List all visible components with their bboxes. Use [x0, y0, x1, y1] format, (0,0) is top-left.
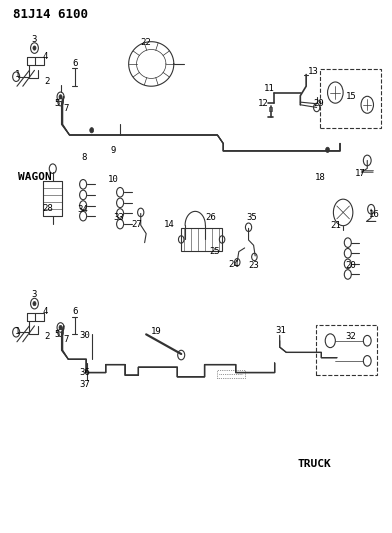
Text: 20: 20: [345, 261, 356, 270]
Text: 3: 3: [32, 35, 37, 44]
Bar: [316, 325, 377, 375]
Text: 8: 8: [81, 153, 87, 162]
Text: 3: 3: [32, 289, 37, 298]
Text: 15: 15: [345, 92, 356, 101]
Text: 18: 18: [314, 173, 325, 182]
Text: 2: 2: [45, 77, 50, 86]
Text: WAGON: WAGON: [18, 172, 51, 182]
Text: 25: 25: [209, 247, 220, 256]
Text: 5: 5: [54, 330, 59, 339]
Text: 4: 4: [42, 52, 48, 61]
Text: 36: 36: [80, 368, 91, 377]
Text: 21: 21: [330, 221, 341, 230]
Text: 22: 22: [140, 38, 151, 47]
Bar: [181, 228, 222, 251]
Circle shape: [33, 46, 36, 50]
Circle shape: [33, 302, 36, 306]
Text: 16: 16: [369, 210, 379, 219]
Text: 81J14 6100: 81J14 6100: [13, 8, 88, 21]
Text: TRUCK: TRUCK: [298, 459, 332, 469]
Bar: [269, 108, 272, 111]
Text: 17: 17: [355, 168, 366, 177]
Circle shape: [326, 147, 330, 152]
Text: 4: 4: [42, 307, 48, 316]
Bar: [218, 370, 245, 378]
Text: 19: 19: [151, 327, 162, 336]
Text: 7: 7: [63, 104, 68, 113]
Text: 6: 6: [72, 307, 77, 316]
Text: 24: 24: [229, 260, 240, 269]
Circle shape: [59, 325, 62, 329]
Text: 12: 12: [258, 99, 268, 108]
Text: 35: 35: [246, 213, 257, 222]
Text: 1: 1: [15, 327, 20, 336]
Text: 37: 37: [80, 379, 91, 389]
Text: 13: 13: [307, 67, 318, 76]
Circle shape: [90, 127, 94, 133]
Text: 11: 11: [264, 84, 274, 93]
Text: 26: 26: [205, 213, 216, 222]
Circle shape: [59, 95, 62, 99]
Text: 7: 7: [63, 335, 68, 344]
Bar: [320, 69, 381, 127]
Text: 2: 2: [45, 332, 50, 341]
Text: 33: 33: [114, 213, 124, 222]
Text: 9: 9: [111, 147, 116, 156]
Text: 5: 5: [54, 99, 59, 108]
Text: 29: 29: [313, 99, 324, 108]
Text: 10: 10: [108, 174, 119, 183]
Text: 14: 14: [164, 220, 175, 229]
Text: 30: 30: [80, 331, 91, 340]
Text: 1: 1: [15, 70, 20, 79]
Text: 23: 23: [248, 261, 259, 270]
Text: 32: 32: [345, 332, 356, 341]
Text: 31: 31: [276, 326, 286, 335]
Text: 34: 34: [77, 205, 88, 214]
Text: 6: 6: [72, 60, 77, 68]
Text: 28: 28: [42, 204, 53, 213]
Text: 27: 27: [131, 220, 142, 229]
